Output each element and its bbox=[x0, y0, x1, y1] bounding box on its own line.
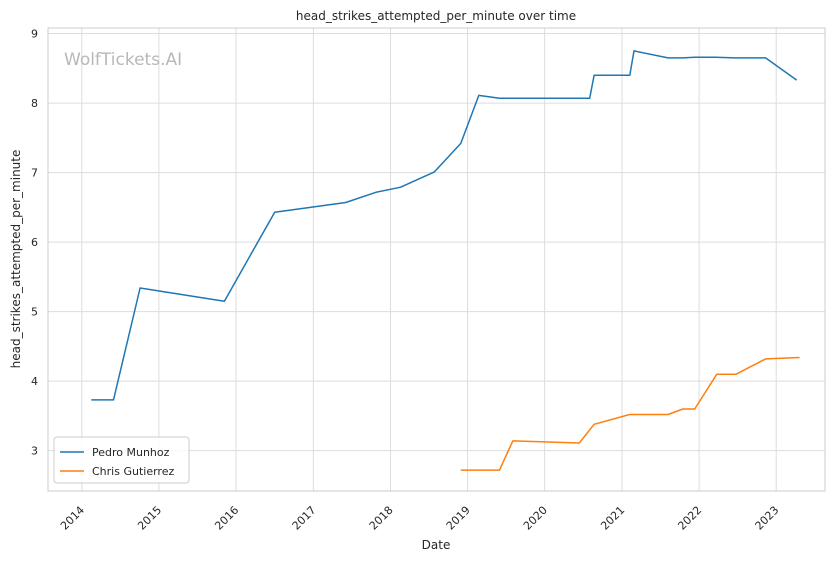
x-tick-label: 2020 bbox=[521, 504, 550, 533]
y-tick-labels: 3 4 5 6 7 8 9 bbox=[31, 28, 38, 458]
legend: Pedro Munhoz Chris Gutierrez bbox=[53, 436, 190, 484]
x-tick-label: 2022 bbox=[675, 504, 704, 533]
y-tick-label: 4 bbox=[31, 375, 38, 388]
grid bbox=[48, 28, 825, 491]
y-tick-label: 6 bbox=[31, 236, 38, 249]
watermark: WolfTickets.AI bbox=[64, 50, 182, 70]
chart-title: head_strikes_attempted_per_minute over t… bbox=[296, 9, 576, 23]
x-tick-label: 2017 bbox=[290, 504, 319, 533]
y-tick-label: 8 bbox=[31, 97, 38, 110]
x-tick-label: 2016 bbox=[212, 504, 241, 533]
x-tick-label: 2019 bbox=[444, 504, 473, 533]
series-line-chris-gutierrez bbox=[460, 356, 800, 471]
y-tick-label: 3 bbox=[31, 445, 38, 458]
x-tick-label: 2018 bbox=[367, 504, 396, 533]
y-axis-label: head_strikes_attempted_per_minute bbox=[9, 150, 23, 369]
series-lines bbox=[91, 50, 800, 471]
x-axis-label: Date bbox=[422, 538, 451, 552]
x-tick-labels: 2014 2015 2016 2017 2018 2019 2020 2021 2022 2023 bbox=[58, 504, 781, 533]
x-tick-label: 2023 bbox=[753, 504, 782, 533]
x-tick-label: 2021 bbox=[598, 504, 627, 533]
legend-label-chris-gutierrez: Chris Gutierrez bbox=[92, 465, 174, 478]
legend-label-pedro-munhoz: Pedro Munhoz bbox=[92, 446, 170, 459]
x-tick-label: 2014 bbox=[58, 504, 87, 533]
y-tick-label: 9 bbox=[31, 28, 38, 41]
y-tick-label: 7 bbox=[31, 167, 38, 180]
series-line-pedro-munhoz bbox=[91, 50, 798, 401]
x-tick-label: 2015 bbox=[135, 504, 164, 533]
plot-frame bbox=[47, 27, 826, 492]
legend-box bbox=[53, 436, 190, 484]
y-tick-label: 5 bbox=[31, 306, 38, 319]
